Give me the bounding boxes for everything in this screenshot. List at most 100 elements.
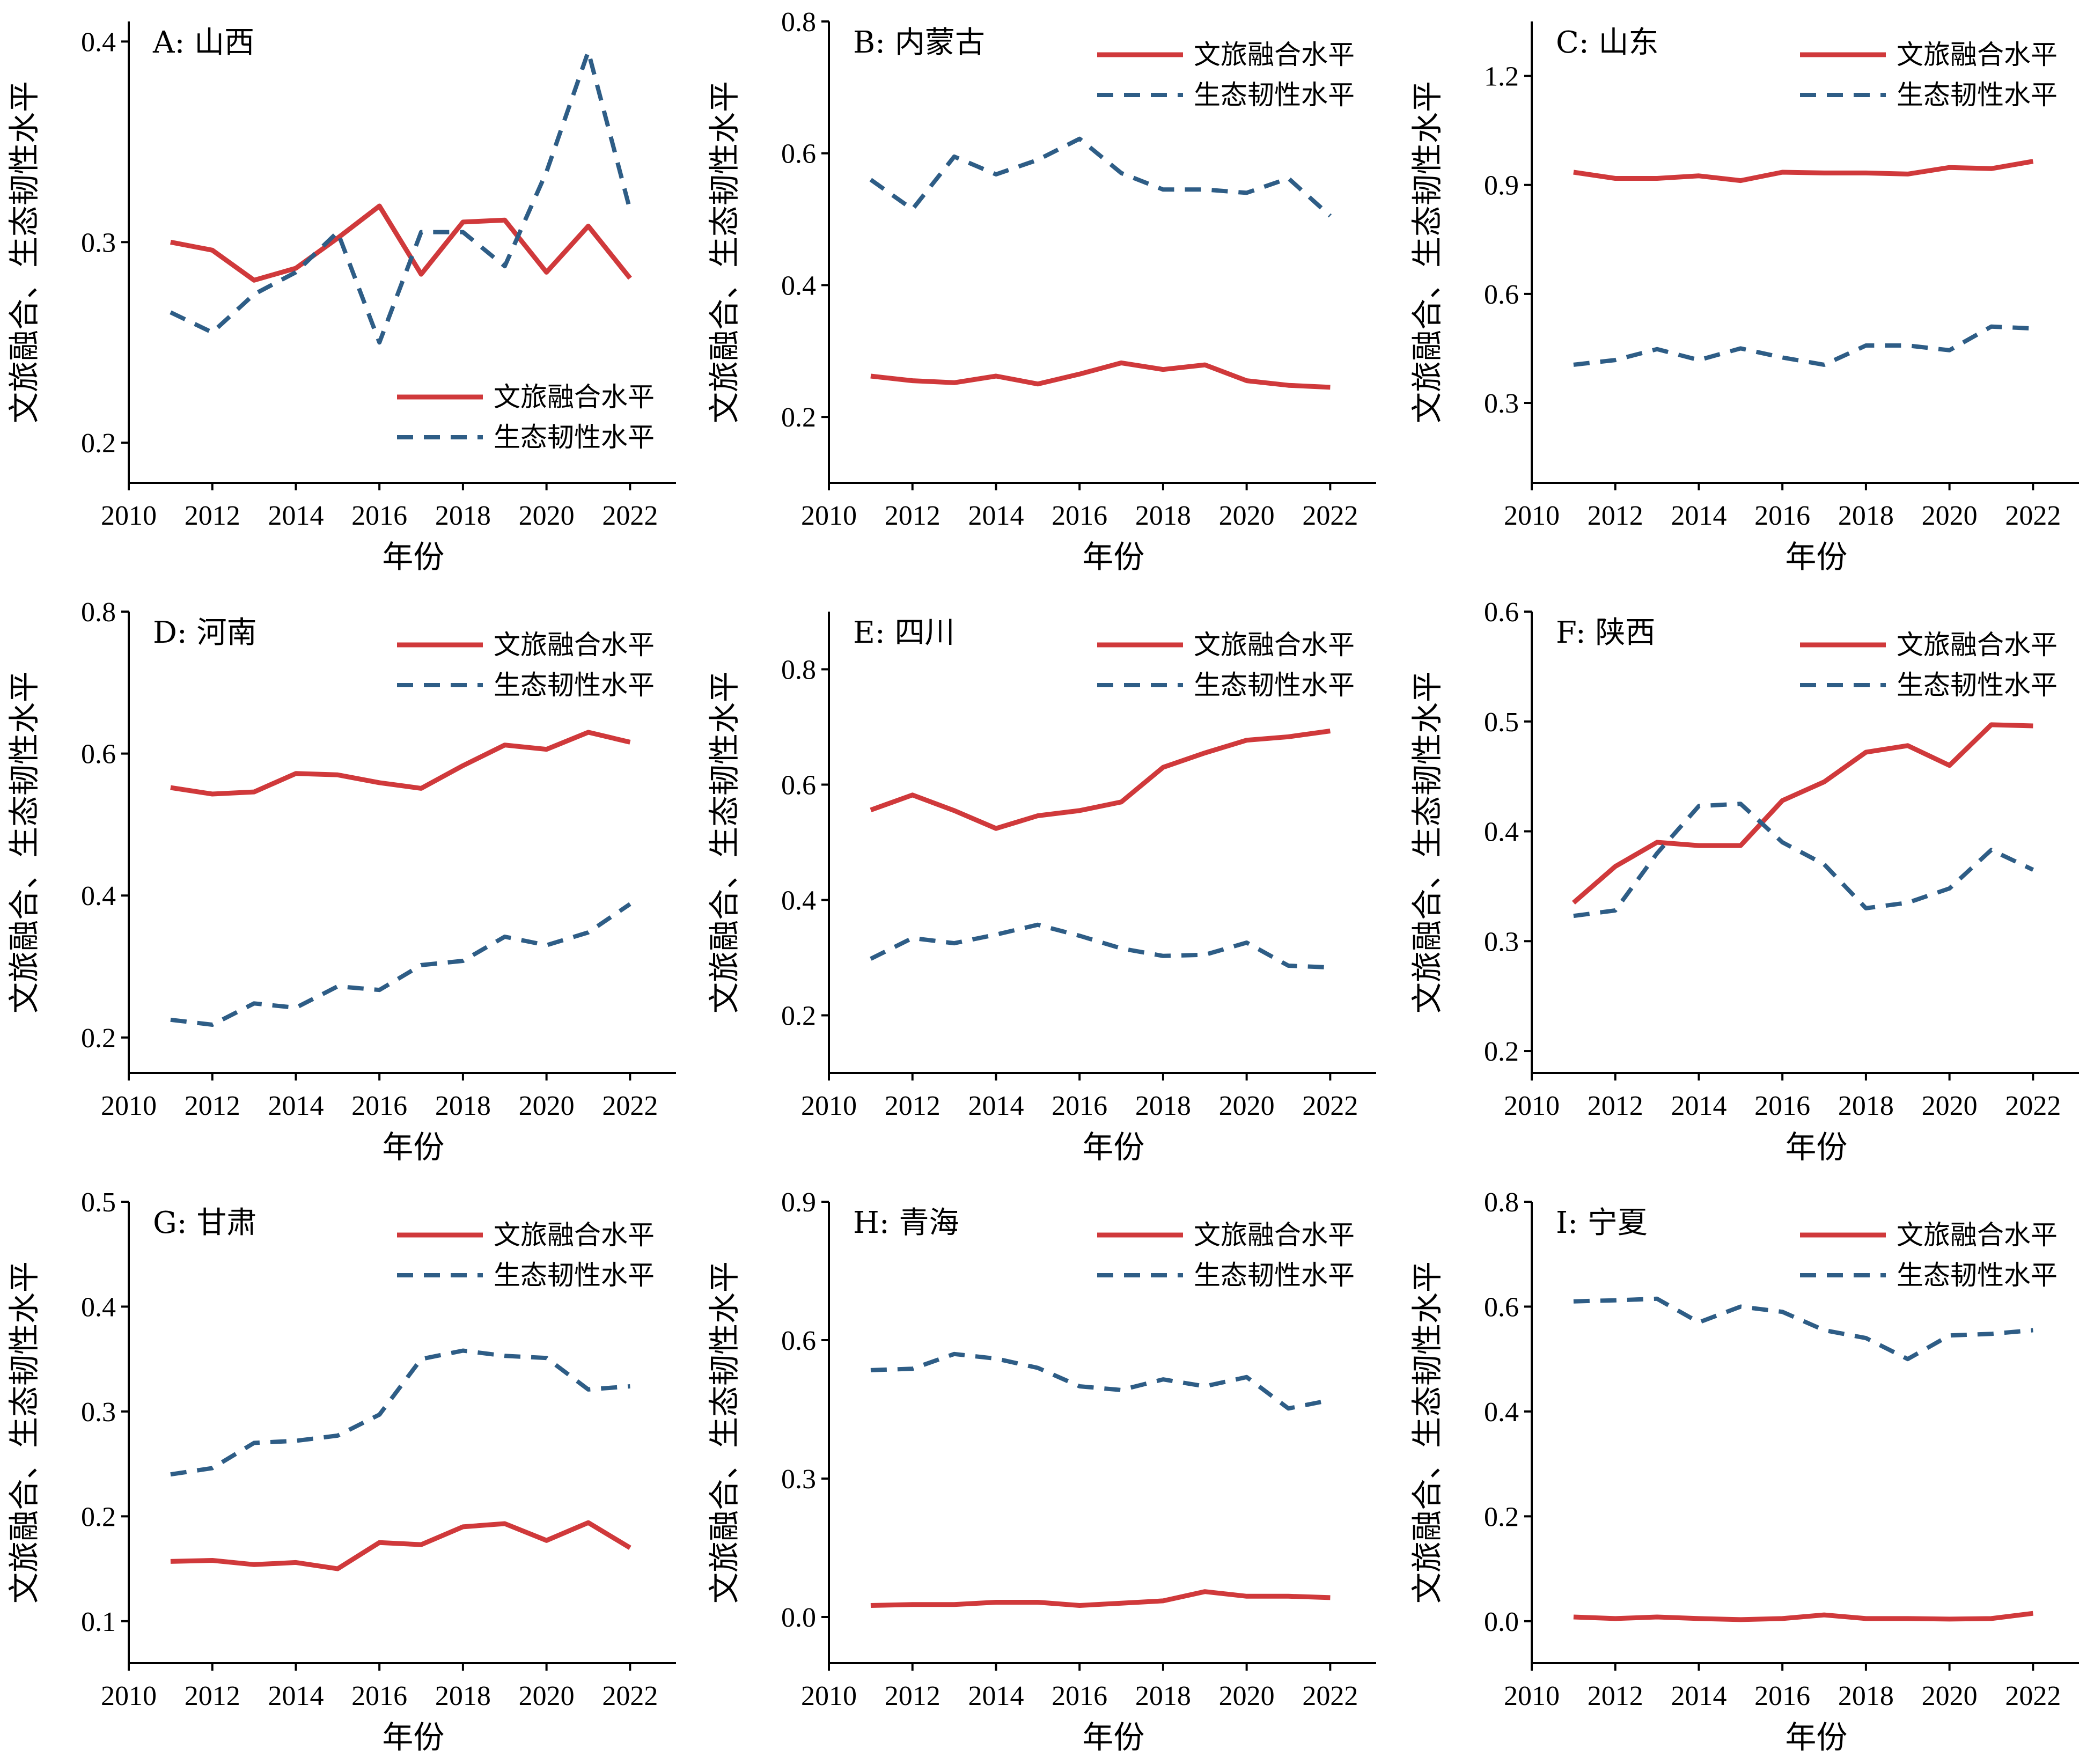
x-tick-label: 2016 xyxy=(1754,501,1810,531)
legend-label-2: 生态韧性水平 xyxy=(1194,79,1355,111)
panel-7: 0.0 0.3 0.6 0.9 2010 2012 2014 2016 2018 2020 2022… xyxy=(706,1187,1376,1755)
legend-label-1: 文旅融合水平 xyxy=(1897,629,2058,660)
series-line-1 xyxy=(870,1589,1331,1608)
x-tick-label: 2014 xyxy=(1671,1681,1726,1711)
y-tick-label: 0.2 xyxy=(81,428,116,459)
x-axis-title: 年份 xyxy=(1082,539,1144,575)
x-tick-label: 2020 xyxy=(1922,1091,1978,1121)
y-tick-label: 0.2 xyxy=(1484,1037,1519,1067)
y-axis-title: 文旅融合、生态韧性水平 xyxy=(6,671,42,1013)
y-tick-label: 0.6 xyxy=(1484,280,1519,310)
x-tick-label: 2014 xyxy=(268,501,324,531)
panel-title: C: 山东 xyxy=(1556,25,1659,60)
x-tick-label: 2010 xyxy=(101,1681,157,1711)
x-tick-label: 2018 xyxy=(1838,1681,1894,1711)
y-tick-label: 0.3 xyxy=(781,1464,816,1495)
series-line-1 xyxy=(870,729,1331,831)
data-point xyxy=(995,1358,996,1359)
series-line-2 xyxy=(869,136,1332,218)
x-tick-label: 2020 xyxy=(519,1681,575,1711)
legend-label-2: 生态韧性水平 xyxy=(494,1260,655,1291)
data-point xyxy=(1037,159,1038,160)
legend-label-2: 生态韧性水平 xyxy=(1897,1260,2058,1291)
panel-5: 0.2 0.3 0.4 0.5 0.6 2010 2012 2014 2016 2018 2020 2… xyxy=(1409,597,2079,1165)
series-line-1 xyxy=(170,1520,631,1571)
x-tick-label: 2010 xyxy=(801,501,857,531)
legend-label-1: 文旅融合水平 xyxy=(1897,1219,2058,1251)
panel-title: E: 四川 xyxy=(853,615,955,650)
data-point xyxy=(1329,1400,1331,1401)
legend-label-1: 文旅融合水平 xyxy=(494,1219,655,1251)
x-axis-title: 年份 xyxy=(1082,1129,1144,1165)
panel-8: 0.0 0.2 0.4 0.6 0.8 2010 2012 2014 2016 2018 2020 2… xyxy=(1409,1187,2079,1755)
data-point xyxy=(1121,1390,1122,1391)
data-point xyxy=(2032,328,2033,329)
x-tick-label: 2022 xyxy=(602,501,658,531)
data-point xyxy=(212,332,213,333)
panel-title: B: 内蒙古 xyxy=(853,25,985,60)
x-tick-label: 2022 xyxy=(2005,1091,2061,1121)
x-tick-label: 2018 xyxy=(435,1681,491,1711)
x-tick-label: 2016 xyxy=(1052,1091,1107,1121)
y-axis-title: 文旅融合、生态韧性水平 xyxy=(706,81,743,423)
panel-2: 0.3 0.6 0.9 1.2 2010 2012 2014 2016 2018 2020 2022… xyxy=(1409,21,2079,575)
x-tick-label: 2016 xyxy=(1052,1681,1107,1711)
series-line-2 xyxy=(1573,802,2034,918)
panel-title: I: 宁夏 xyxy=(1556,1206,1648,1240)
x-tick-label: 2018 xyxy=(435,501,491,531)
y-tick-label: 0.8 xyxy=(1484,1187,1519,1218)
data-point xyxy=(1329,967,1331,968)
x-tick-label: 2010 xyxy=(801,1091,857,1121)
panel-0: 0.2 0.3 0.4 2010 2012 2014 2016 2018 2020 2022 年份 文… xyxy=(6,21,676,575)
series-line-2 xyxy=(1573,1296,2033,1362)
data-point xyxy=(1698,359,1699,361)
legend-label-1: 文旅融合水平 xyxy=(1897,39,2058,70)
data-point xyxy=(546,171,547,172)
data-point xyxy=(337,986,338,987)
x-tick-label: 2012 xyxy=(185,501,240,531)
legend-label-1: 文旅融合水平 xyxy=(1194,39,1355,70)
series-line-1 xyxy=(170,730,631,797)
y-tick-label: 0.4 xyxy=(81,881,116,912)
series-line-1 xyxy=(870,360,1331,390)
y-axis-title: 文旅融合、生态韧性水平 xyxy=(6,1261,42,1604)
data-point xyxy=(1907,902,1908,903)
data-point xyxy=(1698,1322,1699,1323)
x-tick-label: 2014 xyxy=(968,501,1024,531)
series-line-1 xyxy=(1571,722,2033,905)
x-tick-label: 2010 xyxy=(101,1091,157,1121)
y-axis-title: 文旅融合、生态韧性水平 xyxy=(1409,81,1445,423)
x-tick-label: 2016 xyxy=(351,501,407,531)
x-tick-label: 2020 xyxy=(1219,1091,1275,1121)
x-axis-title: 年份 xyxy=(1785,1129,1847,1165)
panel-title: F: 陕西 xyxy=(1556,615,1656,650)
x-tick-label: 2018 xyxy=(1838,501,1894,531)
y-axis-title: 文旅融合、生态韧性水平 xyxy=(6,81,42,423)
x-tick-label: 2010 xyxy=(1504,1681,1560,1711)
y-tick-label: 0.2 xyxy=(781,1001,816,1032)
series-line-2 xyxy=(1573,324,2033,367)
y-tick-label: 0.0 xyxy=(1484,1607,1519,1637)
y-tick-label: 0.3 xyxy=(1484,927,1519,957)
y-tick-label: 0.2 xyxy=(781,402,816,433)
x-axis-title: 年份 xyxy=(382,1129,444,1165)
y-tick-label: 0.8 xyxy=(81,597,116,628)
x-tick-label: 2022 xyxy=(2005,1681,2061,1711)
x-tick-label: 2010 xyxy=(1504,501,1560,531)
y-tick-label: 0.3 xyxy=(81,227,116,258)
series-line-2 xyxy=(170,49,633,345)
x-tick-label: 2020 xyxy=(1922,501,1978,531)
series-line-1 xyxy=(170,203,632,283)
x-tick-label: 2012 xyxy=(885,1091,941,1121)
x-tick-label: 2022 xyxy=(602,1681,658,1711)
x-tick-label: 2016 xyxy=(1052,501,1107,531)
data-point xyxy=(254,294,255,295)
x-axis-title: 年份 xyxy=(1082,1719,1144,1755)
legend-label-2: 生态韧性水平 xyxy=(1194,670,1355,701)
